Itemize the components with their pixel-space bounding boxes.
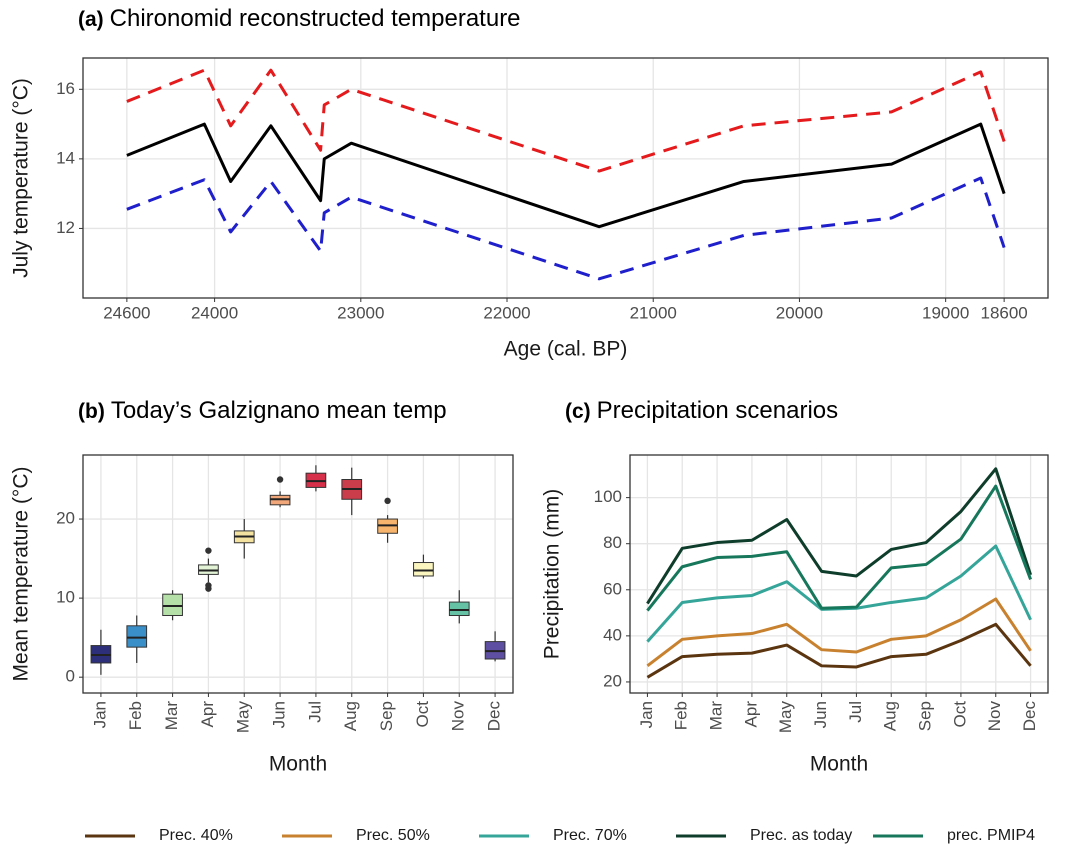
legend-label: Prec. as today bbox=[750, 827, 852, 844]
x-tick-label: Jun bbox=[270, 701, 289, 728]
x-tick-label: Aug bbox=[881, 701, 900, 731]
x-axis-title: Month bbox=[269, 753, 327, 776]
y-tick-label: 40 bbox=[603, 625, 622, 644]
y-axis-title: Precipitation (mm) bbox=[541, 489, 564, 659]
panel-background bbox=[83, 58, 1048, 298]
legend-label: Prec. 70% bbox=[553, 827, 627, 844]
data-line bbox=[646, 597, 1032, 668]
box bbox=[448, 601, 470, 617]
data-line bbox=[126, 176, 1006, 281]
outlier bbox=[205, 547, 212, 554]
legend-label: Prec. 40% bbox=[159, 827, 233, 844]
x-tick-label: Sep bbox=[916, 701, 935, 731]
panel-label: (c) bbox=[565, 400, 591, 423]
x-tick-label: 24600 bbox=[103, 303, 150, 322]
x-tick-label: Aug bbox=[341, 701, 360, 731]
data-line bbox=[646, 467, 1033, 605]
x-tick-label: Mar bbox=[707, 701, 726, 731]
legend-label: Prec. 50% bbox=[356, 827, 430, 844]
data-line bbox=[646, 622, 1032, 679]
y-tick-label: 0 bbox=[66, 667, 75, 686]
y-tick-label: 14 bbox=[56, 148, 75, 167]
box bbox=[413, 562, 434, 577]
x-tick-label: 21000 bbox=[630, 303, 677, 322]
y-tick-label: 20 bbox=[56, 509, 75, 528]
x-tick-label: Mar bbox=[162, 701, 181, 731]
x-axis-title: Month bbox=[810, 753, 868, 776]
x-tick-label: Jul bbox=[305, 701, 324, 723]
x-axis-title: Age (cal. BP) bbox=[504, 338, 628, 361]
x-tick-label: Apr bbox=[198, 701, 217, 728]
panel-label: (b) bbox=[78, 400, 105, 423]
x-tick-label: May bbox=[776, 701, 795, 734]
panel: (c) Precipitation scenarios 20 40 60 80 100 Jan… bbox=[541, 397, 1049, 776]
x-tick-label: Dec bbox=[1020, 701, 1039, 732]
x-tick-label: 19000 bbox=[922, 303, 969, 322]
panel-border bbox=[82, 454, 514, 694]
outlier bbox=[205, 582, 212, 589]
data-line bbox=[126, 68, 1006, 173]
panel-title: (c) Precipitation scenarios bbox=[565, 397, 838, 424]
title-text: Precipitation scenarios bbox=[597, 397, 838, 424]
panel-border bbox=[629, 454, 1049, 694]
title-text: Today’s Galzignano mean temp bbox=[111, 397, 447, 424]
panel-label: (a) bbox=[78, 8, 104, 31]
x-tick-label: Nov bbox=[449, 701, 468, 732]
x-tick-label: Sep bbox=[377, 701, 396, 731]
panel-border bbox=[82, 57, 1049, 299]
panel-title: (a) Chironomid reconstructed temperature bbox=[78, 5, 521, 32]
x-tick-label: 18600 bbox=[980, 303, 1027, 322]
y-axis-title: Mean temperature (°C) bbox=[10, 467, 33, 682]
x-tick-label: Feb bbox=[672, 701, 691, 730]
x-tick-label: Nov bbox=[985, 701, 1004, 732]
y-tick-label: 60 bbox=[603, 579, 622, 598]
y-tick-label: 80 bbox=[603, 533, 622, 552]
x-tick-label: Apr bbox=[741, 701, 760, 728]
panel-title: (b) Today’s Galzignano mean temp bbox=[78, 397, 447, 424]
y-tick-label: 16 bbox=[56, 79, 75, 98]
legend-label: prec. PMIP4 bbox=[947, 827, 1035, 844]
y-tick-label: 10 bbox=[56, 588, 75, 607]
x-tick-label: 22000 bbox=[483, 303, 530, 322]
title-text: Chironomid reconstructed temperature bbox=[110, 5, 521, 32]
y-tick-label: 100 bbox=[594, 487, 622, 506]
x-tick-label: Oct bbox=[413, 701, 432, 728]
x-tick-label: Jun bbox=[811, 701, 830, 728]
y-tick-label: 20 bbox=[603, 671, 622, 690]
x-tick-label: 23000 bbox=[337, 303, 384, 322]
x-tick-label: 24000 bbox=[191, 303, 238, 322]
x-tick-label: Jan bbox=[90, 701, 109, 728]
y-tick-label: 12 bbox=[56, 218, 75, 237]
box bbox=[162, 593, 183, 617]
x-tick-label: 20000 bbox=[776, 303, 823, 322]
x-tick-label: Oct bbox=[950, 701, 969, 728]
y-axis-title: July temperature (°C) bbox=[10, 78, 33, 278]
data-line bbox=[126, 122, 1006, 229]
panel: (a) Chironomid reconstructed temperature 1… bbox=[10, 5, 1049, 361]
data-line bbox=[646, 484, 1032, 612]
outlier bbox=[276, 476, 284, 483]
panel: (b) Today’s Galzignano mean temp 0 10 20 Jan F… bbox=[10, 397, 514, 776]
panel-background bbox=[83, 455, 513, 693]
outlier bbox=[384, 497, 391, 505]
x-tick-label: Jan bbox=[637, 701, 656, 728]
x-tick-label: Feb bbox=[126, 701, 145, 730]
x-tick-label: Jul bbox=[846, 701, 865, 723]
x-tick-label: Dec bbox=[485, 701, 504, 732]
box bbox=[126, 625, 148, 648]
x-tick-label: May bbox=[234, 701, 253, 734]
